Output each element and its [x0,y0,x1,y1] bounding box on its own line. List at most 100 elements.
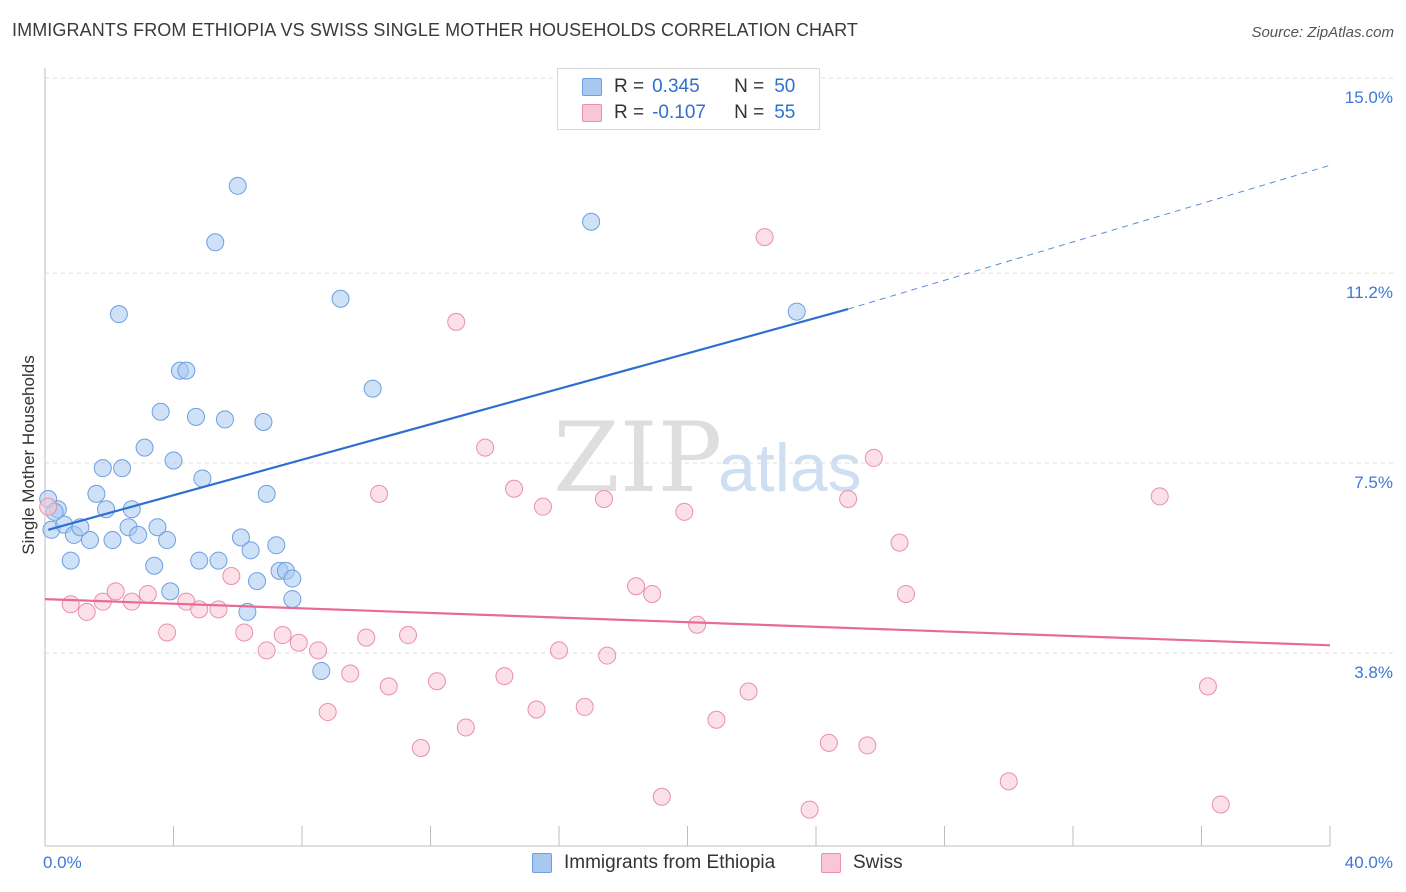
point-swiss [222,566,241,585]
point-ethiopia [177,361,196,380]
point-swiss [858,736,877,755]
r-label: R = [614,102,645,123]
point-ethiopia [231,528,250,547]
legend-row-ethiopia: R = 0.345 N = 50 [582,75,795,99]
point-swiss [643,584,662,603]
source-label: Source: ZipAtlas.com [1251,24,1394,41]
point-swiss [627,577,646,596]
r-value: -0.107 [652,102,706,123]
point-ethiopia [209,551,228,570]
point-swiss [456,718,475,737]
point-ethiopia [331,289,350,308]
chart-title: IMMIGRANTS FROM ETHIOPIA VS SWISS SINGLE… [12,20,859,40]
point-swiss [273,626,292,645]
point-ethiopia [283,590,302,609]
point-ethiopia [283,569,302,588]
point-swiss [533,497,552,516]
point-swiss [575,697,594,716]
trend-line-ethiopia-extension [847,164,1331,310]
n-label: N = [734,76,765,97]
point-swiss [318,703,337,722]
point-ethiopia [238,602,257,621]
point-ethiopia [103,531,122,550]
point-swiss [688,615,707,634]
point-ethiopia [254,412,273,431]
point-swiss [309,641,328,660]
point-swiss [739,682,758,701]
point-swiss [1211,795,1230,814]
n-label: N = [734,102,765,123]
point-ethiopia [190,551,209,570]
point-ethiopia [206,233,225,252]
legend-swatch-swiss [582,104,602,122]
point-ethiopia [145,556,164,575]
gridlines [45,77,1395,654]
point-ethiopia [129,525,148,544]
trend-lines [44,164,1331,647]
axes [44,68,1331,847]
point-ethiopia [164,451,183,470]
point-swiss [527,700,546,719]
tick-labels: 0.0% 40.0% 3.8% 7.5% 11.2% 15.0% [43,88,1393,872]
point-ethiopia [267,536,286,555]
legend-swatch-ethiopia [532,853,552,873]
point-swiss [77,602,96,621]
point-swiss [61,595,80,614]
watermark: ZIP atlas [553,402,862,514]
point-ethiopia [109,305,128,324]
point-ethiopia [93,459,112,478]
point-ethiopia [148,518,167,537]
point-swiss [235,623,254,642]
point-swiss [999,772,1018,791]
point-ethiopia [186,407,205,426]
point-ethiopia [161,582,180,601]
point-ethiopia [582,212,601,231]
point-swiss [675,502,694,521]
point-swiss [598,646,617,665]
x-tick-label: 40.0% [1345,853,1393,872]
point-swiss [370,484,389,503]
trend-line-ethiopia [47,307,849,531]
point-ethiopia [158,531,177,550]
point-swiss [411,738,430,757]
point-ethiopia [312,661,331,680]
legend-row-swiss: R = -0.107 N = 55 [582,101,795,125]
legend-item-swiss[interactable]: Swiss [821,852,903,874]
point-swiss [106,582,125,601]
point-swiss [39,497,58,516]
point-swiss [707,710,726,729]
n-value: 50 [774,76,796,97]
point-swiss [550,641,568,660]
point-swiss [427,672,446,691]
point-swiss [890,533,909,552]
point-swiss [399,626,418,645]
point-swiss [839,489,858,508]
legend-swatch-swiss [821,853,841,873]
point-swiss [505,479,524,498]
point-swiss [495,667,514,686]
x-tick-label: 0.0% [43,853,82,872]
point-swiss [800,800,819,819]
point-ethiopia [151,402,170,421]
correlation-legend: R = 0.345 N = 50 R = -0.107 N = 55 [557,68,820,130]
legend-swatch-ethiopia [582,78,602,96]
r-value: 0.345 [652,76,700,97]
point-ethiopia [113,459,132,478]
point-ethiopia [248,572,267,591]
point-swiss [652,787,671,806]
y-tick-label: 15.0% [1345,88,1393,107]
point-swiss [864,448,883,467]
legend-item-ethiopia[interactable]: Immigrants from Ethiopia [532,852,775,874]
point-ethiopia [61,551,80,570]
point-swiss [357,628,376,647]
point-ethiopia [241,541,260,560]
point-swiss [158,623,177,642]
point-swiss [594,489,613,508]
n-value: 55 [774,102,796,123]
point-swiss [476,438,495,457]
point-swiss [379,677,398,696]
point-ethiopia [80,531,99,550]
point-swiss [896,584,915,603]
point-swiss [755,228,774,247]
